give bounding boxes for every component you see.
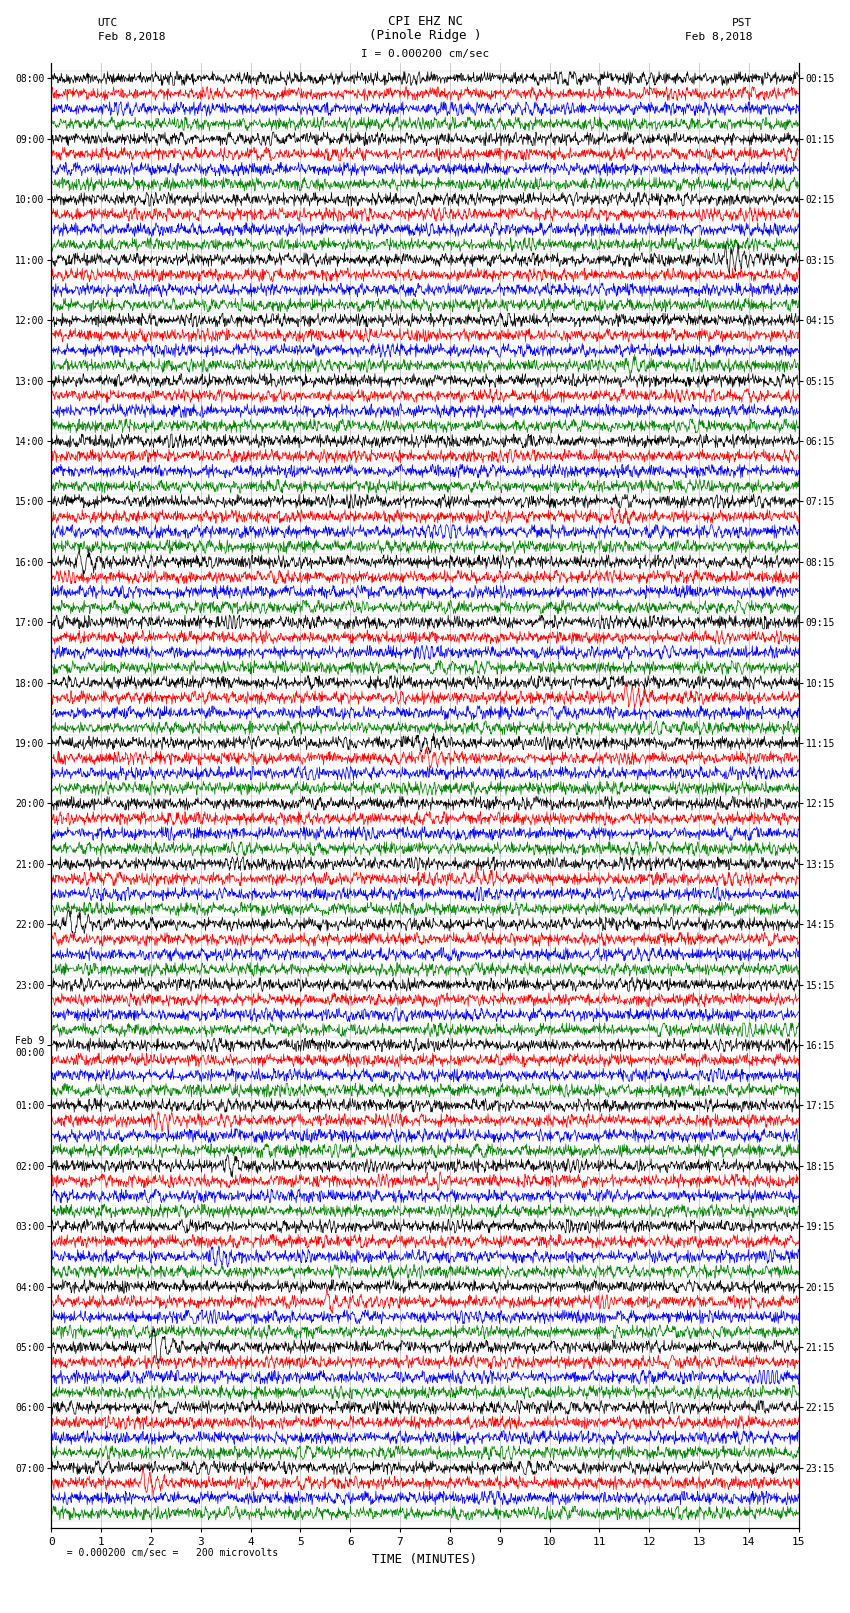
Text: Feb 8,2018: Feb 8,2018: [685, 32, 752, 42]
Text: PST: PST: [732, 18, 752, 27]
X-axis label: TIME (MINUTES): TIME (MINUTES): [372, 1553, 478, 1566]
Text: = 0.000200 cm/sec =   200 microvolts: = 0.000200 cm/sec = 200 microvolts: [55, 1547, 279, 1558]
Text: I = 0.000200 cm/sec: I = 0.000200 cm/sec: [361, 48, 489, 58]
Text: UTC: UTC: [98, 18, 118, 27]
Text: CPI EHZ NC: CPI EHZ NC: [388, 15, 462, 27]
Text: (Pinole Ridge ): (Pinole Ridge ): [369, 29, 481, 42]
Text: Feb 8,2018: Feb 8,2018: [98, 32, 165, 42]
